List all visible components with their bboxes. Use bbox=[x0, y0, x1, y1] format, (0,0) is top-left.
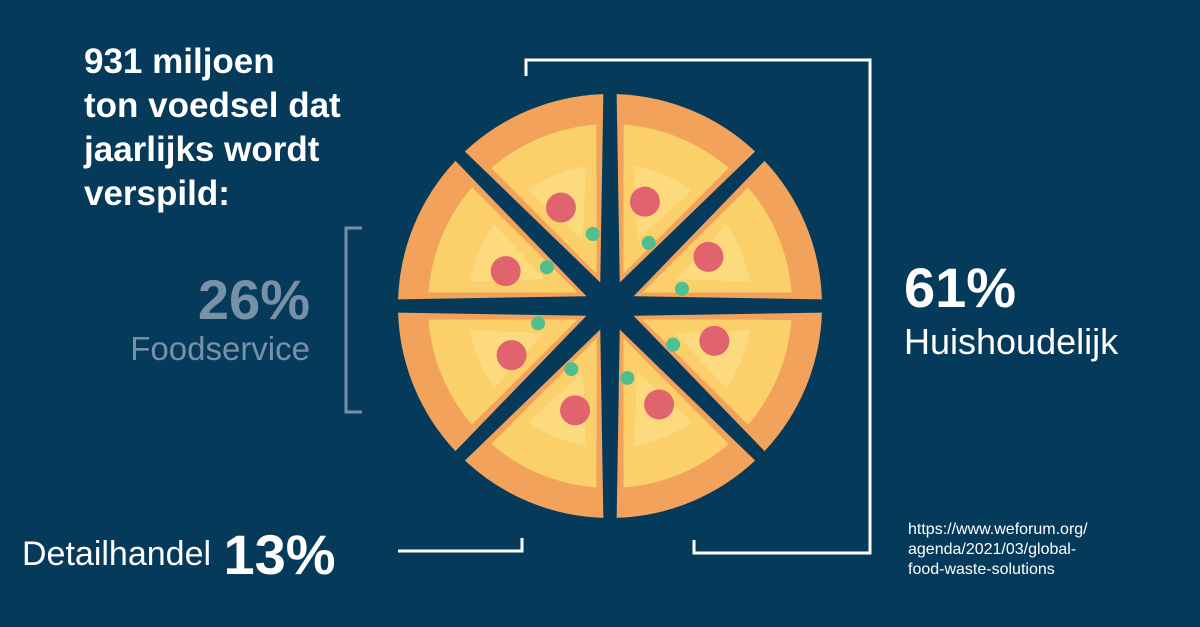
pizza-slice bbox=[633, 312, 822, 452]
source-line: agenda/2021/03/global- bbox=[908, 541, 1077, 558]
household-stat: 61% Huishoudelijk bbox=[904, 256, 1118, 364]
herb-leaf bbox=[531, 316, 546, 331]
retail-stat: Detailhandel 13% bbox=[22, 522, 336, 587]
pizza-slice bbox=[398, 312, 587, 452]
headline-line: ton voedsel dat bbox=[84, 86, 341, 125]
foodservice-bracket bbox=[344, 226, 362, 414]
pepperoni bbox=[490, 256, 521, 287]
source-line: food-waste-solutions bbox=[908, 561, 1055, 578]
pepperoni bbox=[693, 241, 724, 272]
foodservice-percentage: 26% bbox=[197, 268, 310, 331]
source-line: https://www.weforum.org/ bbox=[908, 521, 1088, 538]
pepperoni bbox=[545, 192, 576, 223]
headline-line: 931 miljoen bbox=[84, 42, 275, 81]
herb-leaf bbox=[641, 235, 656, 250]
herb-leaf bbox=[674, 281, 689, 296]
retail-percentage: 13% bbox=[223, 523, 336, 586]
pizza-slice bbox=[633, 160, 822, 300]
pizza-cheese-highlight bbox=[528, 371, 586, 446]
pepperoni bbox=[496, 340, 527, 371]
herb-leaf bbox=[585, 227, 600, 242]
pizza-slice bbox=[464, 94, 604, 283]
pizza-slice bbox=[616, 94, 756, 283]
source-citation: https://www.weforum.org/ agenda/2021/03/… bbox=[908, 520, 1178, 580]
headline: 931 miljoen ton voedsel dat jaarlijks wo… bbox=[84, 40, 414, 216]
pizza-cheese-highlight bbox=[675, 330, 750, 388]
foodservice-label: Foodservice bbox=[130, 330, 310, 367]
herb-leaf bbox=[620, 370, 635, 385]
pizza-slice bbox=[616, 329, 756, 518]
herb-leaf bbox=[539, 260, 554, 275]
pizza-cheese-highlight bbox=[634, 166, 692, 241]
retail-bracket bbox=[398, 538, 524, 553]
pizza-slice bbox=[464, 329, 604, 518]
pizza-chart bbox=[398, 94, 822, 518]
retail-label: Detailhandel bbox=[22, 535, 212, 573]
category-brackets bbox=[344, 58, 872, 555]
herb-leaf bbox=[564, 362, 579, 377]
household-bracket bbox=[524, 58, 872, 555]
headline-line: verspild: bbox=[84, 174, 230, 213]
pizza-cheese-highlight bbox=[470, 224, 545, 282]
household-label: Huishoudelijk bbox=[904, 321, 1119, 362]
pizza-slice bbox=[398, 160, 587, 300]
pepperoni bbox=[644, 389, 675, 420]
foodservice-stat: 26% Foodservice bbox=[130, 270, 310, 368]
herb-leaf bbox=[666, 337, 681, 352]
headline-line: jaarlijks wordt bbox=[84, 130, 320, 169]
pepperoni bbox=[629, 186, 660, 217]
household-percentage: 61% bbox=[904, 256, 1017, 319]
pepperoni bbox=[699, 325, 730, 356]
pepperoni bbox=[560, 395, 591, 426]
